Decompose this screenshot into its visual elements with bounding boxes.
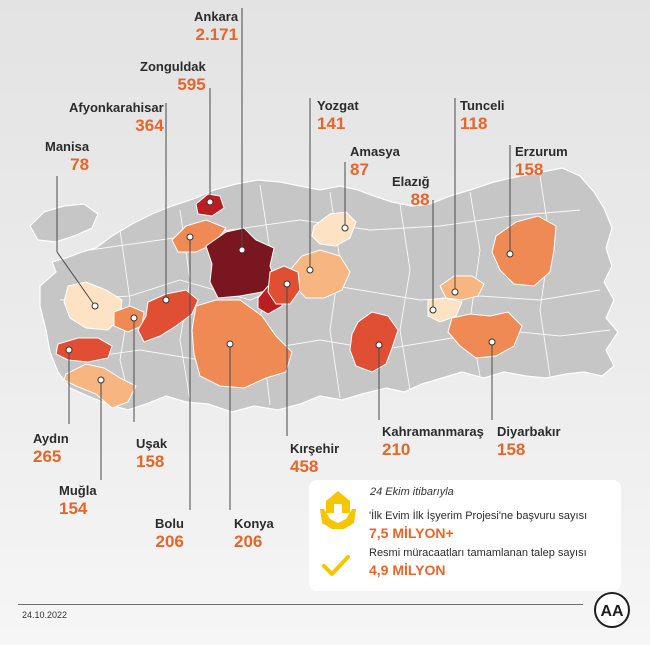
check-icon [322, 555, 350, 576]
label-name: Amasya [350, 144, 400, 159]
label-name: Kahramanmaraş [382, 424, 484, 439]
label-value: 87 [350, 160, 369, 179]
label-mugla: Muğla 154 [59, 484, 97, 517]
label-elazig: Elazığ 88 [392, 175, 430, 208]
label-value: 118 [460, 114, 488, 133]
leader-lines [56, 8, 511, 510]
label-value: 2.171 [195, 25, 239, 44]
label-aydin: Aydın 265 [33, 432, 69, 465]
province-kahramanmaras [349, 311, 399, 373]
label-name: Konya [234, 516, 274, 531]
info-panel [309, 480, 621, 591]
label-name: Aydın [33, 431, 69, 446]
home-hands-icon [320, 491, 356, 529]
label-value: 458 [290, 457, 319, 476]
label-afyonkarahisar: Afyonkarahisar 364 [69, 101, 164, 134]
label-name: Elazığ [392, 174, 430, 189]
location-dots [65, 198, 514, 384]
label-name: Uşak [136, 436, 168, 451]
info-line-applications: 'İlk Evim İlk İşyerim Projesi'ne başvuru… [369, 510, 588, 522]
label-value: 364 [135, 116, 164, 135]
province-aydin [55, 337, 113, 363]
label-value: 154 [59, 499, 88, 518]
label-value: 78 [70, 155, 90, 174]
label-name: Kırşehir [290, 441, 340, 456]
label-name: Bolu [155, 516, 184, 531]
label-name: Manisa [45, 139, 90, 154]
info-line-completed: Resmi müracaatları tamamlanan talep sayı… [369, 547, 587, 559]
label-value: 265 [33, 447, 62, 466]
footer-date: 24.10.2022 [22, 610, 68, 620]
label-name: Yozgat [317, 98, 359, 113]
label-usak: Uşak 158 [136, 437, 167, 470]
label-value: 206 [155, 532, 184, 551]
province-yozgat [289, 249, 351, 299]
label-yozgat: Yozgat 141 [317, 99, 359, 132]
province-erzurum [491, 215, 557, 287]
label-manisa: Manisa 78 [45, 140, 89, 173]
label-erzurum: Erzurum 158 [515, 145, 568, 178]
thrace-base-shape [29, 203, 99, 243]
label-name: Tunceli [460, 98, 505, 113]
province-tunceli [439, 275, 485, 301]
label-name: Ankara [194, 9, 239, 24]
label-name: Zonguldak [140, 59, 206, 74]
label-tunceli: Tunceli 118 [460, 99, 505, 132]
label-konya: Konya 206 [234, 517, 274, 550]
label-kahramanmaras: Kahramanmaraş 210 [382, 425, 484, 458]
label-zonguldak: Zonguldak 595 [140, 60, 206, 93]
info-value-completed: 4,9 MİLYON [369, 562, 446, 578]
province-mugla [63, 363, 137, 409]
label-value: 595 [177, 75, 206, 94]
province-afyonkarahisar [137, 289, 199, 343]
footer-divider [18, 604, 583, 605]
label-value: 158 [136, 452, 165, 471]
province-elazig [427, 297, 463, 323]
label-value: 210 [382, 440, 411, 459]
info-date: 24 Ekim itibarıyla [370, 486, 454, 498]
label-amasya: Amasya 87 [350, 145, 400, 178]
label-name: Erzurum [515, 144, 568, 159]
label-value: 158 [515, 160, 544, 179]
label-value: 158 [497, 440, 526, 459]
label-ankara: Ankara 2.171 [194, 10, 238, 43]
aa-logo: AA [594, 592, 630, 628]
label-bolu: Bolu 206 [155, 517, 184, 550]
label-name: Afyonkarahisar [69, 100, 164, 115]
label-value: 141 [317, 114, 346, 133]
province-diyarbakir [447, 311, 523, 359]
label-value: 88 [410, 190, 430, 209]
label-value: 206 [234, 532, 263, 551]
province-konya [191, 299, 293, 389]
label-name: Muğla [59, 483, 97, 498]
aa-logo-text: AA [600, 603, 624, 620]
label-diyarbakir: Diyarbakır 158 [497, 425, 561, 458]
label-name: Diyarbakır [497, 424, 561, 439]
label-kirsehir: Kırşehir 458 [290, 442, 339, 475]
info-value-applications: 7,5 MİLYON+ [369, 525, 454, 541]
